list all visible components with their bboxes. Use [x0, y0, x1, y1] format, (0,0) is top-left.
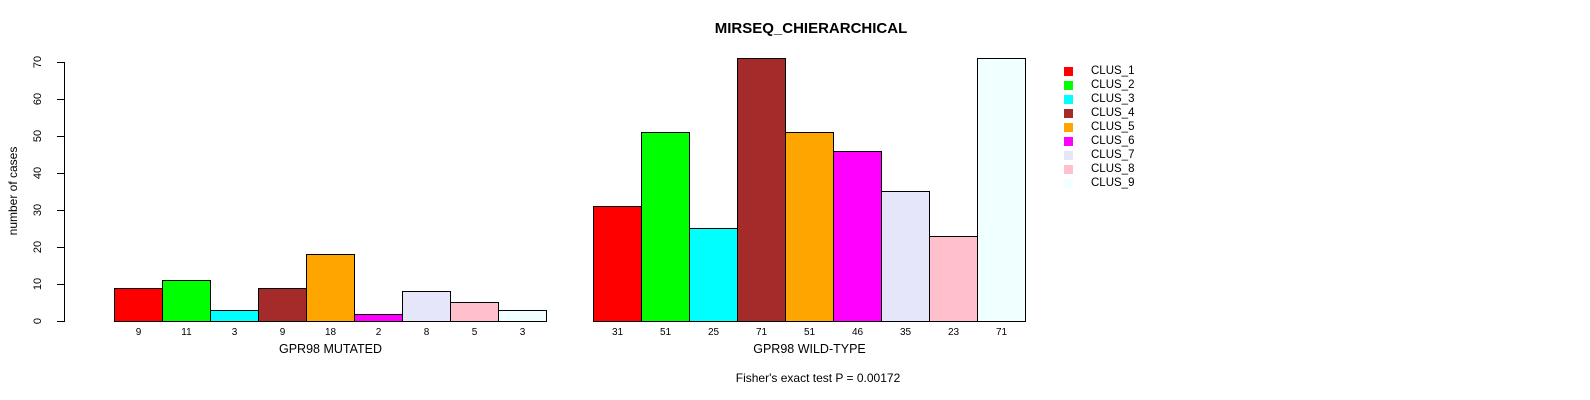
bar-value-label: 35	[899, 327, 912, 338]
legend-color-swatch	[1064, 122, 1073, 132]
bar-value-label: 71	[755, 327, 768, 338]
bar-clus-1	[593, 206, 642, 322]
bar-value-label: 25	[707, 327, 720, 338]
legend-item-label: CLUS_7	[1091, 149, 1135, 161]
y-tick	[57, 247, 64, 248]
y-axis-label: number of cases	[6, 146, 20, 236]
y-tick-label: 40	[32, 166, 44, 180]
bar-clus-5	[785, 132, 834, 322]
legend-item: CLUS_9	[1064, 176, 1134, 190]
y-tick	[57, 136, 64, 137]
y-tick-label: 30	[32, 203, 44, 217]
legend-item: CLUS_5	[1064, 120, 1134, 134]
bar-value-label: 51	[659, 327, 672, 338]
bar-value-label: 31	[611, 327, 624, 338]
y-tick-label: 50	[32, 129, 44, 143]
legend-color-swatch	[1064, 108, 1073, 118]
legend-item: CLUS_1	[1064, 64, 1134, 78]
legend-color-swatch	[1064, 80, 1073, 90]
bar-clus-2	[162, 280, 211, 322]
bar-clus-3	[210, 310, 259, 322]
bar-value-label: 23	[947, 327, 960, 338]
y-tick	[57, 284, 64, 285]
bar-value-label: 18	[324, 327, 337, 338]
bar-value-label: 9	[279, 327, 286, 338]
legend-item-label: CLUS_9	[1091, 177, 1135, 189]
bar-value-label: 2	[375, 327, 382, 338]
legend-item-label: CLUS_3	[1091, 93, 1135, 105]
bar-clus-2	[641, 132, 690, 322]
legend-item: CLUS_4	[1064, 106, 1134, 120]
y-tick	[57, 173, 64, 174]
bar-clus-5	[306, 254, 355, 322]
y-tick-label: 20	[32, 240, 44, 254]
legend-color-swatch	[1064, 94, 1073, 104]
bar-value-label: 51	[803, 327, 816, 338]
y-tick-label: 0	[32, 317, 44, 325]
legend-color-swatch	[1064, 136, 1073, 146]
y-tick-label: 70	[32, 55, 44, 69]
y-tick-label: 60	[32, 92, 44, 106]
bar-clus-4	[737, 58, 786, 322]
legend-item: CLUS_7	[1064, 148, 1134, 162]
bar-value-label: 9	[135, 327, 142, 338]
legend-color-swatch	[1064, 178, 1073, 188]
bar-value-label: 3	[231, 327, 238, 338]
bar-clus-4	[258, 288, 307, 322]
bar-value-label: 5	[471, 327, 478, 338]
bar-clus-6	[833, 151, 882, 322]
bar-value-label: 11	[181, 327, 192, 338]
bar-clus-9	[498, 310, 547, 322]
y-axis-line	[64, 62, 65, 322]
x-axis-group-label-wild-type: GPR98 WILD-TYPE	[753, 342, 866, 356]
bar-value-label: 3	[519, 327, 526, 338]
y-tick	[57, 210, 64, 211]
legend-color-swatch	[1064, 66, 1073, 76]
bar-clus-1	[114, 288, 163, 322]
legend-item-label: CLUS_2	[1091, 79, 1135, 91]
y-tick	[57, 62, 64, 63]
legend-item: CLUS_6	[1064, 134, 1134, 148]
x-axis-group-label-mutated: GPR98 MUTATED	[278, 342, 383, 356]
fisher-test-footnote: Fisher's exact test P = 0.00172	[735, 371, 901, 385]
chart-title: MIRSEQ_CHIERARCHICAL	[714, 20, 908, 37]
legend-color-swatch	[1064, 150, 1073, 160]
bar-clus-6	[354, 314, 403, 322]
bar-value-label: 71	[995, 327, 1008, 338]
legend-item-label: CLUS_8	[1091, 163, 1135, 175]
y-tick	[57, 99, 64, 100]
bar-clus-9	[977, 58, 1026, 322]
bar-clus-7	[402, 291, 451, 322]
legend: CLUS_1 CLUS_2 CLUS_3 CLUS_4 CLUS_5 CLUS_6 CLUS…	[1064, 64, 1134, 190]
bar-value-label: 46	[851, 327, 864, 338]
legend-item-label: CLUS_6	[1091, 135, 1135, 147]
legend-color-swatch	[1064, 164, 1073, 174]
bar-value-label: 8	[423, 327, 430, 338]
legend-item: CLUS_8	[1064, 162, 1134, 176]
bar-clus-8	[450, 302, 499, 322]
legend-item-label: CLUS_1	[1091, 65, 1135, 77]
bar-clus-8	[929, 236, 978, 322]
legend-item-label: CLUS_5	[1091, 121, 1135, 133]
legend-item-label: CLUS_4	[1091, 107, 1135, 119]
legend-item: CLUS_2	[1064, 78, 1134, 92]
bar-clus-3	[689, 228, 738, 322]
y-tick-label: 10	[32, 277, 44, 291]
legend-item: CLUS_3	[1064, 92, 1134, 106]
bar-clus-7	[881, 191, 930, 322]
y-tick	[57, 321, 64, 322]
